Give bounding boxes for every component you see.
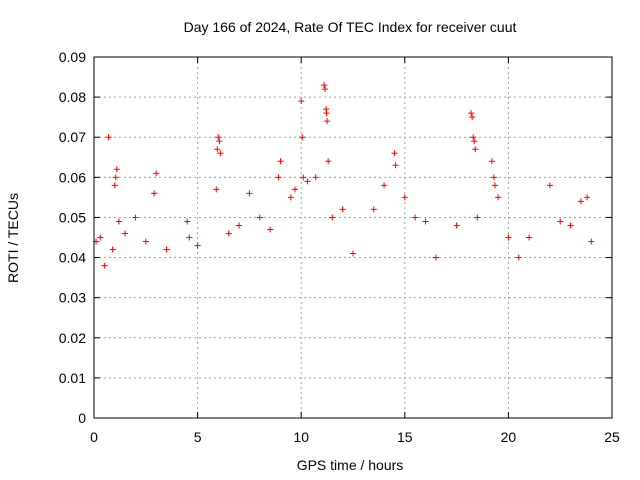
data-point — [323, 110, 330, 117]
data-point — [474, 214, 481, 221]
data-point — [299, 134, 306, 141]
y-axis-label: ROTI / TECUs — [5, 193, 21, 283]
data-point — [97, 234, 104, 241]
data-point — [322, 86, 329, 93]
data-point — [300, 174, 307, 181]
data-point — [495, 194, 502, 201]
data-point — [213, 186, 220, 193]
data-point — [453, 222, 460, 229]
x-tick-label: 5 — [194, 429, 202, 445]
y-tick-label: 0.04 — [59, 250, 86, 266]
data-point — [490, 174, 497, 181]
x-tick-label: 25 — [604, 429, 620, 445]
data-point — [505, 234, 512, 241]
data-point — [350, 250, 356, 257]
data-point — [151, 190, 158, 197]
data-point — [277, 158, 284, 165]
y-tick-label: 0.08 — [59, 89, 86, 105]
data-point — [392, 162, 399, 169]
data-point — [422, 218, 429, 225]
data-point — [112, 174, 119, 181]
data-point — [471, 138, 478, 145]
data-point — [275, 174, 282, 181]
data-point — [468, 110, 475, 117]
data-point — [256, 214, 263, 221]
data-point — [122, 230, 129, 237]
data-point — [557, 218, 564, 225]
y-tick-label: 0.09 — [59, 49, 86, 65]
data-point — [109, 246, 116, 253]
data-point — [515, 254, 522, 261]
data-point — [184, 218, 191, 225]
data-point — [412, 214, 419, 221]
x-tick-label: 0 — [90, 429, 98, 445]
data-point — [401, 194, 408, 201]
grid-lines — [94, 57, 612, 418]
data-point — [324, 118, 331, 125]
y-tick-label: 0.05 — [59, 209, 86, 225]
data-point — [113, 166, 120, 173]
data-point — [470, 134, 477, 141]
data-point — [472, 146, 479, 153]
data-point — [325, 158, 332, 165]
data-point — [370, 206, 377, 213]
y-tick-label: 0 — [78, 410, 86, 426]
data-point — [391, 150, 398, 157]
data-point — [339, 206, 346, 213]
data-point — [291, 186, 298, 193]
data-point — [236, 222, 243, 229]
data-point — [105, 134, 112, 141]
data-point — [320, 82, 327, 89]
data-point — [432, 254, 439, 261]
data-point — [111, 182, 118, 189]
data-point — [304, 178, 311, 185]
data-point — [246, 190, 253, 197]
x-tick-label: 15 — [397, 429, 413, 445]
data-point — [329, 214, 336, 221]
x-tick-label: 20 — [501, 429, 517, 445]
data-point — [142, 238, 149, 245]
data-point — [287, 194, 294, 201]
x-axis-label: GPS time / hours — [297, 457, 404, 473]
data-point — [588, 238, 595, 245]
data-point — [469, 114, 476, 121]
data-point — [115, 218, 122, 225]
data-point — [577, 198, 584, 205]
data-point — [488, 158, 495, 165]
data-point — [153, 170, 160, 177]
data-point — [567, 222, 574, 229]
data-point — [312, 174, 319, 181]
y-tick-label: 0.01 — [59, 370, 86, 386]
data-point — [491, 182, 498, 189]
data-point — [214, 146, 221, 153]
axis-ticks: 0 5 10 15 20 25 0 0.01 0.02 0.03 0.04 0.05 0.06 0.07 0… — [59, 49, 620, 445]
plot-frame — [93, 56, 613, 419]
y-tick-label: 0.07 — [59, 129, 86, 145]
data-point — [194, 242, 201, 249]
y-tick-label: 0.03 — [59, 290, 86, 306]
data-point — [101, 262, 108, 269]
data-point — [217, 150, 224, 157]
data-point — [298, 98, 305, 105]
chart-title: Day 166 of 2024, Rate Of TEC Index for r… — [184, 19, 517, 35]
data-point — [186, 234, 193, 241]
data-point — [584, 194, 591, 201]
x-tick-label: 10 — [293, 429, 309, 445]
data-point — [267, 226, 274, 233]
data-point — [216, 138, 223, 145]
data-point — [132, 214, 139, 221]
data-point — [526, 234, 533, 241]
data-point — [163, 246, 170, 253]
data-point — [381, 182, 388, 189]
data-point — [546, 182, 553, 189]
y-tick-label: 0.02 — [59, 330, 86, 346]
data-point — [225, 230, 232, 237]
data-point — [215, 134, 222, 141]
y-tick-label: 0.06 — [59, 169, 86, 185]
